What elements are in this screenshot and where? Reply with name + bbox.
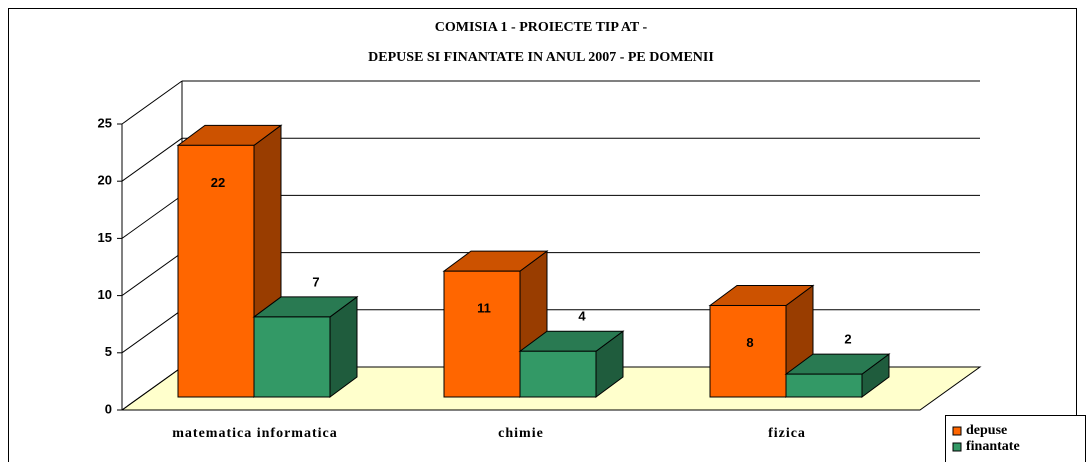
bar (253, 316, 331, 398)
bar (785, 373, 863, 398)
bar (519, 350, 597, 398)
grid-line (121, 137, 183, 182)
y-tick-label: 0 (105, 401, 112, 416)
grid-line (121, 194, 183, 239)
data-label: 8 (746, 335, 753, 350)
x-tick-label: matematica informatica (172, 426, 337, 441)
legend-label: finantate (966, 439, 1020, 454)
y-tick-label: 25 (98, 115, 112, 130)
bar (443, 270, 521, 398)
data-label: 4 (578, 309, 586, 324)
grid-line (121, 366, 183, 411)
y-tick-label: 10 (98, 287, 112, 302)
x-tick-label: chimie (498, 426, 544, 441)
x-tick-label: fizica (768, 426, 806, 441)
y-tick-label: 15 (98, 230, 112, 245)
chart-title: DEPUSE SI FINANTATE IN ANUL 2007 - PE DO… (368, 50, 714, 65)
bar (709, 304, 787, 398)
grid-line (121, 80, 183, 125)
bar (177, 144, 255, 398)
chart-title: COMISIA 1 - PROIECTE TIP AT - (435, 20, 648, 35)
y-tick-label: 20 (98, 173, 112, 188)
y-tick-label: 5 (105, 344, 112, 359)
legend-label: depuse (966, 423, 1007, 438)
data-label: 22 (211, 175, 225, 190)
data-label: 11 (477, 301, 491, 316)
data-label: 2 (844, 332, 851, 347)
grid-line (121, 309, 183, 354)
grid-line (121, 252, 183, 297)
legend-box (945, 415, 1086, 462)
legend-swatch (952, 426, 962, 436)
legend-swatch (952, 442, 962, 452)
data-label: 7 (312, 274, 319, 289)
